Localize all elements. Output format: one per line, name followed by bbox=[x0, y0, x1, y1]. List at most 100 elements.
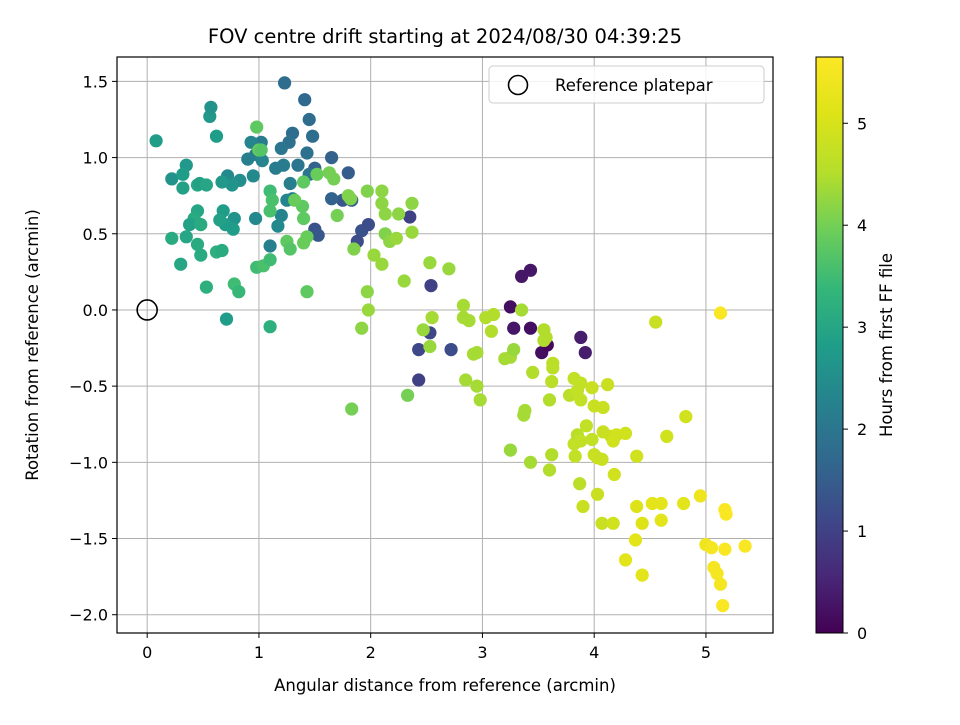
scatter-point bbox=[503, 300, 517, 314]
scatter-point bbox=[311, 228, 325, 242]
plot-frame bbox=[116, 56, 774, 634]
y-tick-label: 1.0 bbox=[83, 149, 108, 168]
scatter-point bbox=[693, 489, 708, 503]
scatter-point bbox=[361, 303, 375, 317]
scatter-point bbox=[199, 280, 213, 294]
colorbar-gradient bbox=[815, 56, 844, 634]
y-tick-label: −1.5 bbox=[69, 530, 108, 549]
scatter-point bbox=[255, 154, 269, 168]
scatter-point bbox=[542, 393, 557, 407]
scatter-point bbox=[487, 307, 501, 322]
scatter-point bbox=[470, 379, 484, 393]
scatter-point bbox=[241, 152, 255, 166]
chart-title: FOV centre drift starting at 2024/08/30 … bbox=[208, 25, 682, 48]
scatter-point bbox=[649, 315, 663, 329]
x-axis-ticks: 0 1 2 3 4 5 bbox=[142, 633, 711, 662]
scatter-point bbox=[174, 257, 188, 271]
scatter-point bbox=[375, 184, 389, 198]
scatter-point bbox=[539, 330, 553, 344]
scatter-point bbox=[546, 361, 560, 375]
scatter-point bbox=[297, 211, 311, 226]
scatter-point bbox=[585, 381, 599, 395]
scatter-point bbox=[298, 93, 312, 107]
scatter-point bbox=[596, 400, 610, 415]
scatter-point bbox=[585, 432, 599, 447]
scatter-point bbox=[288, 193, 302, 207]
scatter-point bbox=[590, 487, 605, 501]
legend-marker-reference bbox=[507, 74, 529, 96]
scatter-point bbox=[503, 443, 517, 457]
scatter-point bbox=[713, 577, 728, 591]
scatter-point bbox=[704, 541, 719, 555]
scatter-point bbox=[635, 516, 649, 530]
scatter-point bbox=[271, 219, 285, 233]
scatter-point bbox=[542, 463, 557, 477]
scatter-point bbox=[523, 321, 538, 335]
colorbar-tick-label: 4 bbox=[857, 216, 867, 235]
grid bbox=[117, 57, 773, 633]
scatter-point bbox=[367, 248, 381, 262]
scatter-point bbox=[375, 257, 389, 271]
scatter-point bbox=[375, 196, 389, 210]
colorbar: 0 1 2 3 4 5 Hours from first FF file bbox=[815, 56, 896, 643]
scatter-point bbox=[250, 120, 264, 134]
scatter-point bbox=[179, 230, 193, 244]
scatter-point bbox=[545, 448, 559, 462]
scatter-point bbox=[274, 208, 288, 223]
scatter-point bbox=[630, 499, 644, 514]
y-tick-label: −2.0 bbox=[69, 606, 108, 625]
y-tick-label: 0.0 bbox=[83, 301, 108, 320]
scatter-point bbox=[392, 207, 406, 221]
scatter-point bbox=[442, 262, 456, 276]
scatter-point bbox=[579, 419, 594, 433]
scatter-point bbox=[403, 210, 417, 224]
y-tick-label: −1.0 bbox=[69, 453, 108, 472]
scatter-point bbox=[246, 169, 260, 183]
scatter-point bbox=[601, 378, 615, 392]
scatter-point bbox=[345, 402, 359, 416]
colorbar-tick-label: 2 bbox=[857, 420, 867, 439]
scatter-point bbox=[263, 204, 277, 218]
scatter-point bbox=[405, 196, 419, 210]
scatter-point bbox=[716, 599, 730, 613]
scatter-point bbox=[517, 408, 531, 422]
scatter-point bbox=[389, 231, 403, 245]
scatter-point bbox=[401, 388, 415, 402]
scatter-point bbox=[149, 134, 163, 148]
x-tick-label: 3 bbox=[477, 643, 487, 662]
scatter-point bbox=[165, 172, 179, 186]
scatter-point bbox=[183, 218, 197, 232]
scatter-point bbox=[607, 467, 621, 482]
scatter-point bbox=[618, 426, 633, 440]
scatter-point bbox=[274, 141, 288, 155]
scatter-point bbox=[405, 225, 419, 239]
scatter-point bbox=[515, 303, 529, 317]
colorbar-tick-label: 5 bbox=[857, 114, 867, 133]
scatter-point bbox=[194, 248, 208, 262]
scatter-point bbox=[300, 285, 314, 299]
scatter-point bbox=[568, 449, 582, 463]
scatter-point bbox=[310, 167, 324, 181]
data-points bbox=[149, 76, 752, 613]
scatter-point bbox=[573, 477, 587, 491]
scatter-point bbox=[507, 343, 521, 357]
scatter-point bbox=[190, 237, 205, 251]
y-tick-label: 0.5 bbox=[83, 225, 108, 244]
scatter-point bbox=[574, 393, 588, 407]
scatter-point bbox=[215, 243, 229, 258]
scatter-point bbox=[713, 306, 728, 320]
scatter-point bbox=[606, 516, 620, 530]
scatter-point bbox=[679, 410, 693, 424]
scatter-point bbox=[719, 507, 733, 521]
scatter-point bbox=[300, 230, 314, 244]
scatter-point bbox=[297, 175, 311, 189]
legend: Reference platepar bbox=[488, 65, 765, 104]
x-axis-label: Angular distance from reference (arcmin) bbox=[274, 676, 616, 695]
scatter-point bbox=[654, 496, 668, 511]
scatter-point bbox=[306, 129, 320, 143]
scatter-point bbox=[710, 567, 724, 581]
scatter-point bbox=[263, 239, 277, 253]
legend-box bbox=[488, 65, 765, 104]
scatter-point bbox=[283, 242, 297, 256]
